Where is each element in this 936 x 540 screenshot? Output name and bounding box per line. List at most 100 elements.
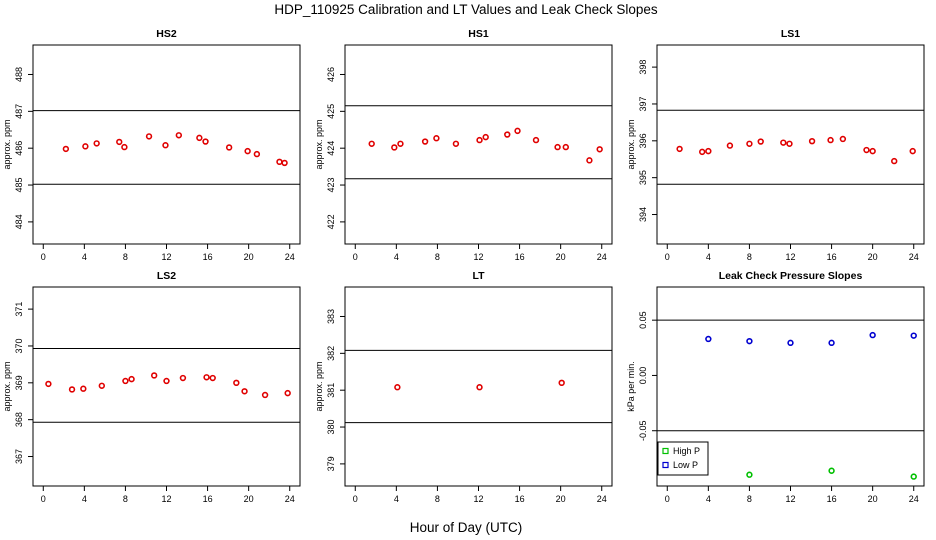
data-point — [562, 143, 569, 151]
x-tick-label: 8 — [123, 252, 128, 262]
y-tick-label: 0.05 — [638, 311, 648, 329]
y-tick-label: 426 — [326, 67, 336, 82]
data-point — [504, 131, 511, 138]
data-point — [394, 384, 401, 391]
data-point — [746, 140, 753, 147]
panel-ls1: LS1 0 4 8 12 16 20 24 394 395 396 397 398 approx. ppm — [626, 28, 925, 262]
x-tick-label: 8 — [123, 494, 128, 504]
plot-frame — [656, 44, 925, 245]
data-point — [891, 157, 898, 165]
x-tick-label: 16 — [203, 252, 213, 262]
y-tick-label: 382 — [326, 346, 336, 361]
data-point — [828, 339, 835, 347]
data-point — [253, 150, 261, 158]
data-point — [391, 144, 398, 151]
y-tick-label: 396 — [638, 133, 648, 148]
x-tick-label: 8 — [747, 494, 752, 504]
x-tick-label: 16 — [515, 252, 525, 262]
x-tick-label: 12 — [161, 252, 171, 262]
data-point — [705, 335, 712, 343]
x-tick-label: 24 — [285, 252, 295, 262]
data-point — [82, 143, 89, 150]
data-point — [910, 473, 917, 480]
legend-swatch — [662, 461, 669, 469]
data-point — [705, 147, 712, 155]
data-point — [746, 471, 753, 478]
y-tick-label: 379 — [326, 456, 336, 471]
x-tick-label: 0 — [41, 494, 46, 504]
y-axis-label: approx. ppm — [2, 361, 12, 411]
x-tick-label: 20 — [244, 494, 254, 504]
data-point — [175, 132, 183, 139]
x-tick-label: 20 — [556, 494, 566, 504]
panel-ls2: LS2 0 4 8 12 16 20 24 367 368 369 370 371 approx. ppm — [2, 270, 301, 504]
data-point — [476, 136, 483, 144]
data-point — [122, 377, 129, 385]
plot-frame — [344, 44, 613, 245]
data-point — [116, 138, 123, 146]
panel-title: HS1 — [468, 28, 489, 40]
y-tick-label: 0.00 — [638, 367, 648, 385]
data-point — [482, 133, 489, 141]
plot-frame — [344, 286, 613, 487]
y-tick-label: 383 — [326, 309, 336, 324]
x-tick-label: 4 — [706, 252, 711, 262]
x-tick-label: 4 — [706, 494, 711, 504]
x-tick-label: 20 — [868, 494, 878, 504]
data-point — [421, 138, 429, 145]
panel-title: HS2 — [156, 28, 177, 40]
y-axis-label: approx. ppm — [2, 119, 12, 169]
legend-label: Low P — [673, 460, 698, 470]
y-tick-label: 394 — [638, 207, 648, 222]
x-tick-label: 0 — [41, 252, 46, 262]
x-tick-label: 4 — [82, 494, 87, 504]
data-point — [98, 382, 106, 389]
panel-title: LS2 — [157, 270, 176, 282]
data-point — [746, 337, 753, 345]
y-tick-label: 368 — [14, 412, 24, 427]
x-tick-label: 12 — [785, 252, 795, 262]
panel-title: Leak Check Pressure Slopes — [719, 270, 863, 282]
data-point — [203, 374, 210, 381]
data-point — [676, 145, 683, 153]
data-point — [179, 374, 187, 382]
panel-hs2: HS2 0 4 8 12 16 20 24 484 485 486 487 488 approx. ppm — [2, 28, 301, 262]
y-tick-label: 380 — [326, 420, 336, 435]
x-tick-label: 16 — [515, 494, 525, 504]
data-point — [121, 143, 128, 151]
panel-hs1: HS1 0 4 8 12 16 20 24 422 423 424 425 426 approx. ppm — [314, 28, 613, 262]
data-point — [196, 134, 203, 142]
x-tick-label: 16 — [827, 252, 837, 262]
x-tick-label: 12 — [473, 252, 483, 262]
x-tick-label: 4 — [394, 494, 399, 504]
y-tick-label: 423 — [326, 178, 336, 193]
data-point — [145, 133, 153, 140]
figure-xlabel: Hour of Day (UTC) — [410, 520, 523, 535]
data-point — [233, 379, 240, 387]
panel-title: LT — [472, 270, 485, 282]
x-tick-label: 12 — [473, 494, 483, 504]
y-tick-label: 395 — [638, 170, 648, 185]
x-tick-label: 0 — [353, 252, 358, 262]
x-tick-label: 12 — [785, 494, 795, 504]
x-tick-label: 20 — [244, 252, 254, 262]
data-point — [757, 138, 764, 145]
data-point — [476, 384, 483, 391]
x-tick-label: 4 — [394, 252, 399, 262]
y-tick-label: 381 — [326, 383, 336, 398]
data-point — [909, 147, 916, 155]
x-tick-label: 0 — [665, 494, 670, 504]
y-axis-label: kPa per min. — [626, 361, 636, 412]
x-tick-label: 0 — [665, 252, 670, 262]
x-tick-label: 4 — [82, 252, 87, 262]
y-tick-label: 370 — [14, 338, 24, 353]
x-tick-label: 8 — [435, 494, 440, 504]
data-point — [68, 386, 76, 393]
x-tick-label: 20 — [556, 252, 566, 262]
x-tick-label: 8 — [747, 252, 752, 262]
legend-label: High P — [673, 446, 700, 456]
data-point — [244, 147, 251, 155]
data-point — [554, 143, 561, 151]
data-point — [726, 142, 734, 149]
